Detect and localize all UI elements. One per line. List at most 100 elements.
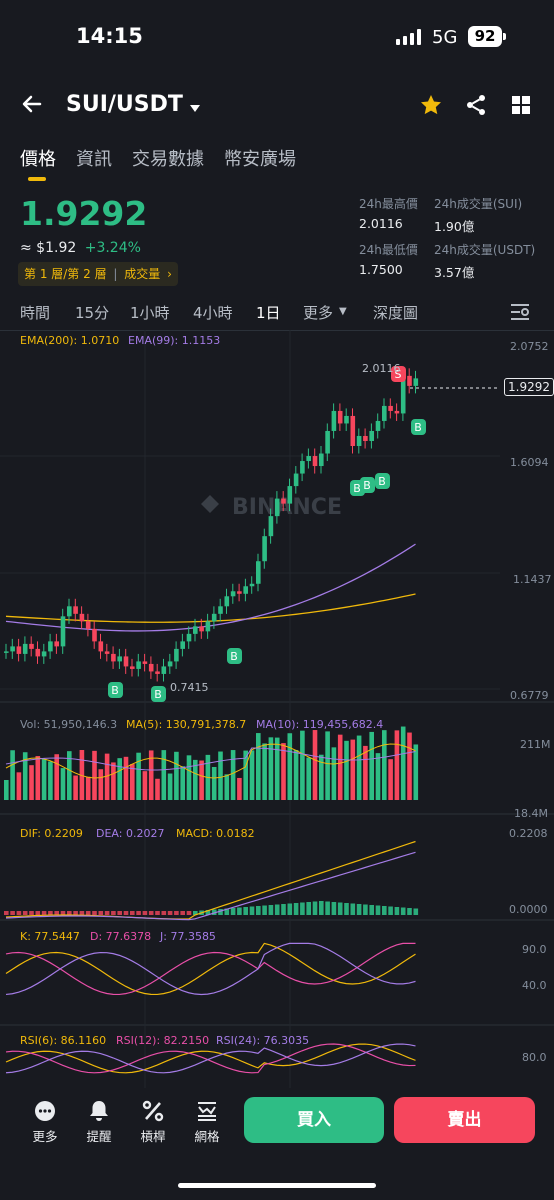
volume-bar [287,733,293,800]
high-marker: 2.0116 [362,362,401,375]
leverage-button[interactable]: 槓桿 [133,1100,173,1145]
volume-bar [29,765,34,800]
star-icon[interactable] [419,93,443,121]
interval-4h[interactable]: 4小時 [193,304,233,322]
alert-label: 提醒 [86,1129,112,1144]
macd-axis-1: 0.2208 [509,827,548,840]
tag-pill[interactable]: 第 1 層/第 2 層 | 成交量 › [18,262,178,286]
tab-price[interactable]: 價格 [20,149,56,170]
tab-square[interactable]: 幣安廣場 [224,149,296,170]
volume-bar [180,766,185,800]
sell-button[interactable]: 賣出 [394,1097,535,1143]
kdj-d-line [5,942,416,996]
content-tabs: 價格 資訊 交易數據 幣安廣場 [20,145,296,171]
battery-cap [503,33,506,40]
volume-bar [104,753,110,800]
volume-bar [306,757,311,800]
more-button[interactable]: 更多 [25,1100,65,1145]
macd-histogram-bar [130,911,135,915]
volume-bar [4,780,9,800]
candle-body [117,656,122,662]
volume-bar [161,750,167,800]
more-label: 更多 [32,1129,58,1144]
candle-body [48,641,53,652]
volume-bar [388,759,393,800]
chart-settings-icon[interactable] [510,303,530,325]
macd-histogram-bar [281,904,286,915]
interval-15m[interactable]: 15分 [75,304,110,322]
macd-histogram-bar [98,911,104,915]
back-arrow-icon[interactable] [20,92,44,120]
candle-body [243,586,248,594]
macd-histogram-bar [174,911,179,915]
watermark-text: BINANCE [232,495,342,520]
grid-bot-icon [187,1100,227,1122]
volume-bar [60,768,66,800]
candle-body [85,621,91,629]
tab-trading-data[interactable]: 交易數據 [132,149,204,170]
macd-histogram-bar [230,908,236,915]
macd-histogram-bar [161,911,167,915]
pair-title[interactable]: SUI/USDT [66,92,183,117]
volume-bar [10,750,15,800]
interval-1d[interactable]: 1日 [256,304,281,322]
interval-time[interactable]: 時間 [20,304,51,322]
macd-histogram-bar [262,905,267,915]
macd-histogram-bar [337,902,343,915]
macd-histogram-bar [193,911,198,915]
candle-body [363,435,368,441]
grid-button[interactable]: 網格 [187,1100,227,1145]
volume-bar [400,726,406,800]
macd-histogram-bar [136,911,141,915]
vol-ma10-line [5,747,416,771]
macd-histogram-bar [394,907,400,915]
candle-body [35,648,41,657]
kline-chart[interactable]: BINANCE B BBB B BBS [0,330,554,1088]
candle-body [262,536,267,562]
macd-histogram-bar [123,911,129,915]
share-icon[interactable] [464,93,488,121]
candle-body [312,456,318,467]
macd-histogram-bar [60,911,66,915]
macd-histogram-bar [306,902,311,915]
candle-body [142,661,148,664]
macd-histogram-bar [369,905,374,915]
candle-body [73,606,78,614]
battery-icon: 92 [468,26,502,47]
vol-label: Vol: 51,950,146.3 [20,718,118,731]
macd-histogram-bar [85,911,91,915]
volume-bar [413,744,419,800]
tab-info[interactable]: 資訊 [76,149,112,170]
volume-bar [54,754,59,800]
candle-body [331,410,337,431]
candle-body [92,628,97,642]
candle-body [10,646,15,652]
volume-bar [16,772,22,800]
tab-indicator [28,177,46,181]
volume-bar [35,756,41,800]
grid-layout-icon[interactable] [511,95,531,119]
macd-histogram-bar [268,905,274,915]
buy-button[interactable]: 買入 [244,1097,384,1143]
interval-1h[interactable]: 1小時 [130,304,170,322]
interval-more[interactable]: 更多 [303,304,334,322]
caret-down-icon[interactable] [189,99,201,118]
price-axis-1: 2.0752 [510,340,549,353]
macd-histogram-bar [293,903,299,915]
alert-button[interactable]: 提醒 [79,1100,119,1145]
interval-depth[interactable]: 深度圖 [373,304,419,322]
macd-histogram-bar [4,911,9,915]
macd-histogram-bar [382,906,387,915]
candle-body [174,648,179,662]
high-value: 2.0116 [359,216,403,231]
kdj-axis-1: 90.0 [522,943,547,956]
vol-ma5-line [5,743,416,779]
macd-histogram-bar [344,903,349,915]
volume-bar [41,759,47,800]
volume-bar [186,755,192,800]
candle-body [230,591,236,597]
layer-tag: 第 1 層/第 2 層 [24,267,107,281]
rsi12-line [5,1043,416,1074]
macd-histogram-bar [167,911,173,915]
ema99-label: EMA(99): 1.1153 [128,334,221,347]
